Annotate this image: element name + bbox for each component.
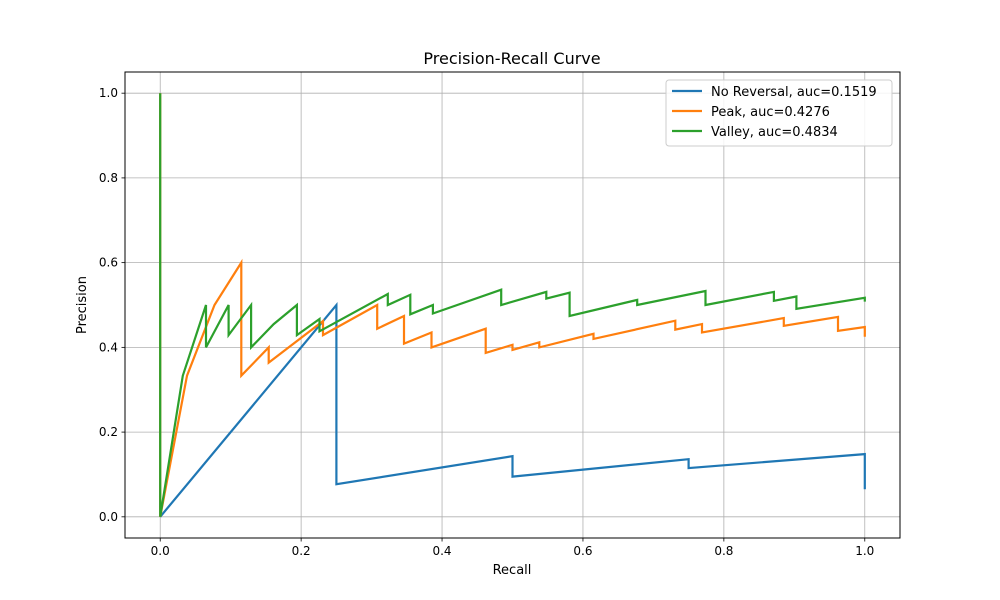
legend-label-0: No Reversal, auc=0.1519: [711, 85, 877, 100]
x-tick-label: 0.0: [151, 544, 170, 558]
y-tick-label: 0.4: [99, 340, 118, 354]
y-axis-label: Precision: [75, 276, 90, 334]
series-lines: [159, 93, 866, 518]
legend-label-2: Valley, auc=0.4834: [711, 125, 838, 140]
grid-lines: [125, 72, 900, 538]
chart-title: Precision-Recall Curve: [423, 49, 600, 68]
legend-label-1: Peak, auc=0.4276: [711, 105, 830, 120]
legend: No Reversal, auc=0.1519 Peak, auc=0.4276 V…: [665, 79, 893, 147]
series-line-2: [159, 93, 866, 517]
x-tick-label: 0.4: [432, 544, 451, 558]
series-line-0: [159, 301, 866, 518]
x-axis-label: Recall: [493, 563, 532, 578]
y-tick-label: 0.6: [99, 256, 118, 270]
y-tick-label: 0.8: [99, 171, 118, 185]
x-tick-label: 0.2: [292, 544, 311, 558]
x-tick-label: 1.0: [855, 544, 874, 558]
legend-box: [665, 79, 893, 147]
y-tick-label: 0.0: [99, 510, 118, 524]
y-tick-label: 0.2: [99, 425, 118, 439]
x-tick-label: 0.6: [573, 544, 592, 558]
y-tick-label: 1.0: [99, 86, 118, 100]
x-tick-label: 0.8: [714, 544, 733, 558]
series-line-1: [159, 93, 866, 518]
axis-ticks: 0.0 0.2 0.4 0.6 0.8 1.0 0.0 0.2 0.4 0.6 0.8 1.0: [99, 86, 874, 558]
plot-area-frame: [124, 71, 901, 539]
